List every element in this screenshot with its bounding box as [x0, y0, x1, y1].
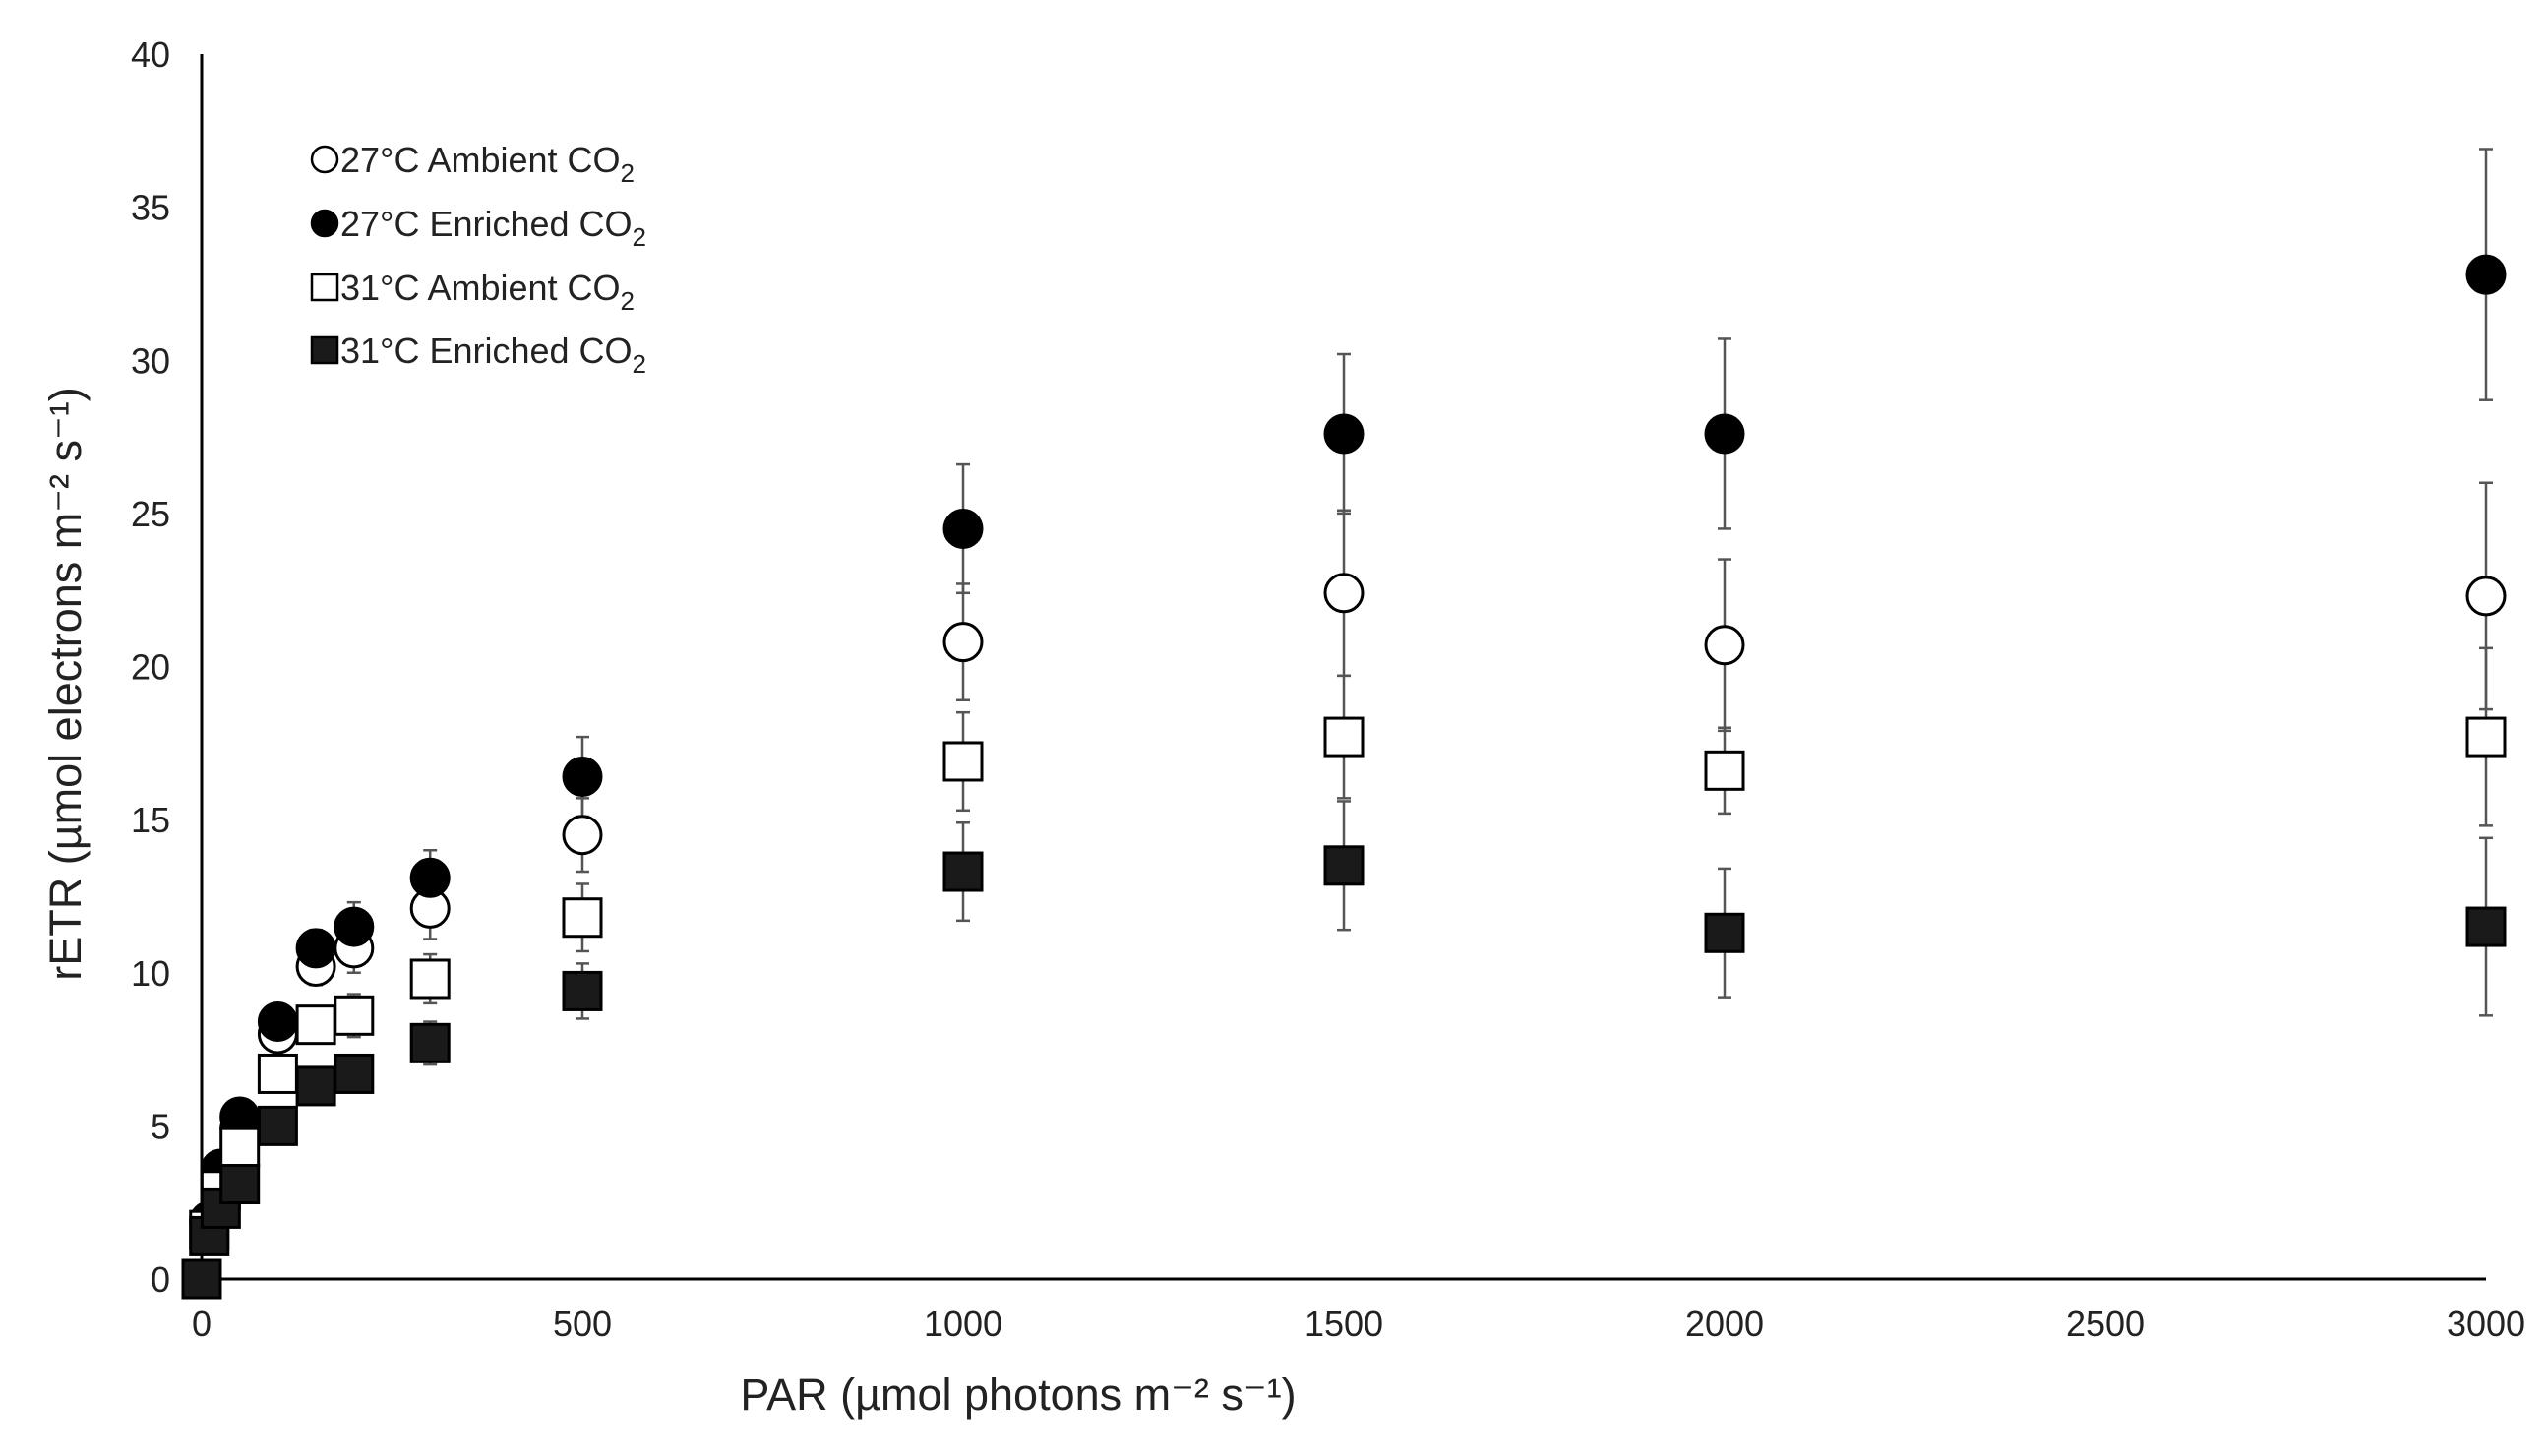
data-point — [1323, 413, 1365, 455]
y-tick-label: 25 — [131, 494, 170, 534]
data-point — [257, 1105, 298, 1146]
axes — [200, 54, 2486, 1281]
legend-marker — [310, 273, 339, 302]
legend-label: 31°C Ambient CO2 — [340, 268, 635, 316]
data-points — [181, 254, 2507, 1300]
x-tick-label: 500 — [553, 1304, 612, 1344]
legend-label: 27°C Enriched CO2 — [340, 204, 646, 252]
error-bars — [202, 148, 2493, 1244]
data-point — [409, 1022, 451, 1063]
data-point — [1704, 625, 1745, 666]
y-tick-label: 10 — [131, 953, 170, 994]
x-tick-label: 2000 — [1685, 1304, 1764, 1344]
legend-item: 27°C Enriched CO2 — [310, 204, 646, 252]
data-point — [295, 928, 336, 969]
data-point — [1704, 912, 1745, 953]
data-point — [409, 857, 451, 898]
tick-labels: 0 500 1000 1500 2000 2500 3000 0 5 10 15 20 25 30 35 40 — [131, 34, 2525, 1344]
data-point — [219, 1164, 261, 1205]
legend-label: 27°C Ambient CO2 — [340, 140, 635, 188]
legend-marker — [310, 335, 339, 365]
y-tick-label: 15 — [131, 800, 170, 840]
y-tick-label: 40 — [131, 34, 170, 75]
data-point — [295, 1004, 336, 1046]
x-axis-title: PAR (µmol photons m⁻² s⁻¹) — [740, 1369, 1296, 1420]
data-point — [942, 741, 984, 782]
data-point — [2465, 906, 2507, 947]
x-tick-label: 1500 — [1304, 1304, 1383, 1344]
data-point — [334, 906, 375, 947]
y-tick-label: 5 — [151, 1106, 170, 1146]
data-point — [562, 897, 603, 939]
data-point — [942, 851, 984, 892]
data-point — [334, 995, 375, 1036]
data-point — [2465, 716, 2507, 758]
x-tick-label: 2500 — [2066, 1304, 2145, 1344]
legend-item: 31°C Ambient CO2 — [310, 268, 635, 316]
legend-item: 27°C Ambient CO2 — [310, 140, 635, 188]
data-point — [181, 1258, 222, 1300]
x-tick-label: 1000 — [924, 1304, 1002, 1344]
data-point — [334, 1053, 375, 1094]
data-point — [1323, 845, 1365, 886]
data-point — [1704, 413, 1745, 455]
data-point — [1323, 573, 1365, 614]
x-tick-label: 0 — [192, 1304, 212, 1344]
data-point — [1704, 750, 1745, 791]
y-tick-label: 35 — [131, 188, 170, 228]
legend: 27°C Ambient CO2 27°C Enriched CO2 31°C Am… — [310, 140, 646, 379]
y-tick-label: 0 — [151, 1259, 170, 1300]
legend-marker — [310, 209, 339, 238]
data-point — [942, 508, 984, 549]
data-point — [409, 958, 451, 1000]
data-point — [2465, 254, 2507, 295]
data-point — [2465, 576, 2507, 617]
y-tick-label: 30 — [131, 340, 170, 381]
x-tick-label: 3000 — [2447, 1304, 2525, 1344]
data-point — [1323, 716, 1365, 758]
y-tick-label: 20 — [131, 647, 170, 688]
data-point — [562, 757, 603, 798]
data-point — [562, 970, 603, 1011]
data-point — [295, 1065, 336, 1107]
legend-label: 31°C Enriched CO2 — [340, 331, 646, 379]
series-points — [181, 845, 2507, 1300]
data-point — [562, 815, 603, 856]
y-axis-title: rETR (µmol electrons m⁻² s⁻¹) — [40, 387, 91, 980]
data-point — [257, 1053, 298, 1094]
data-point — [942, 622, 984, 663]
legend-marker — [310, 145, 339, 174]
legend-item: 31°C Enriched CO2 — [310, 331, 646, 379]
data-point — [257, 1001, 298, 1043]
data-point — [219, 1126, 261, 1168]
